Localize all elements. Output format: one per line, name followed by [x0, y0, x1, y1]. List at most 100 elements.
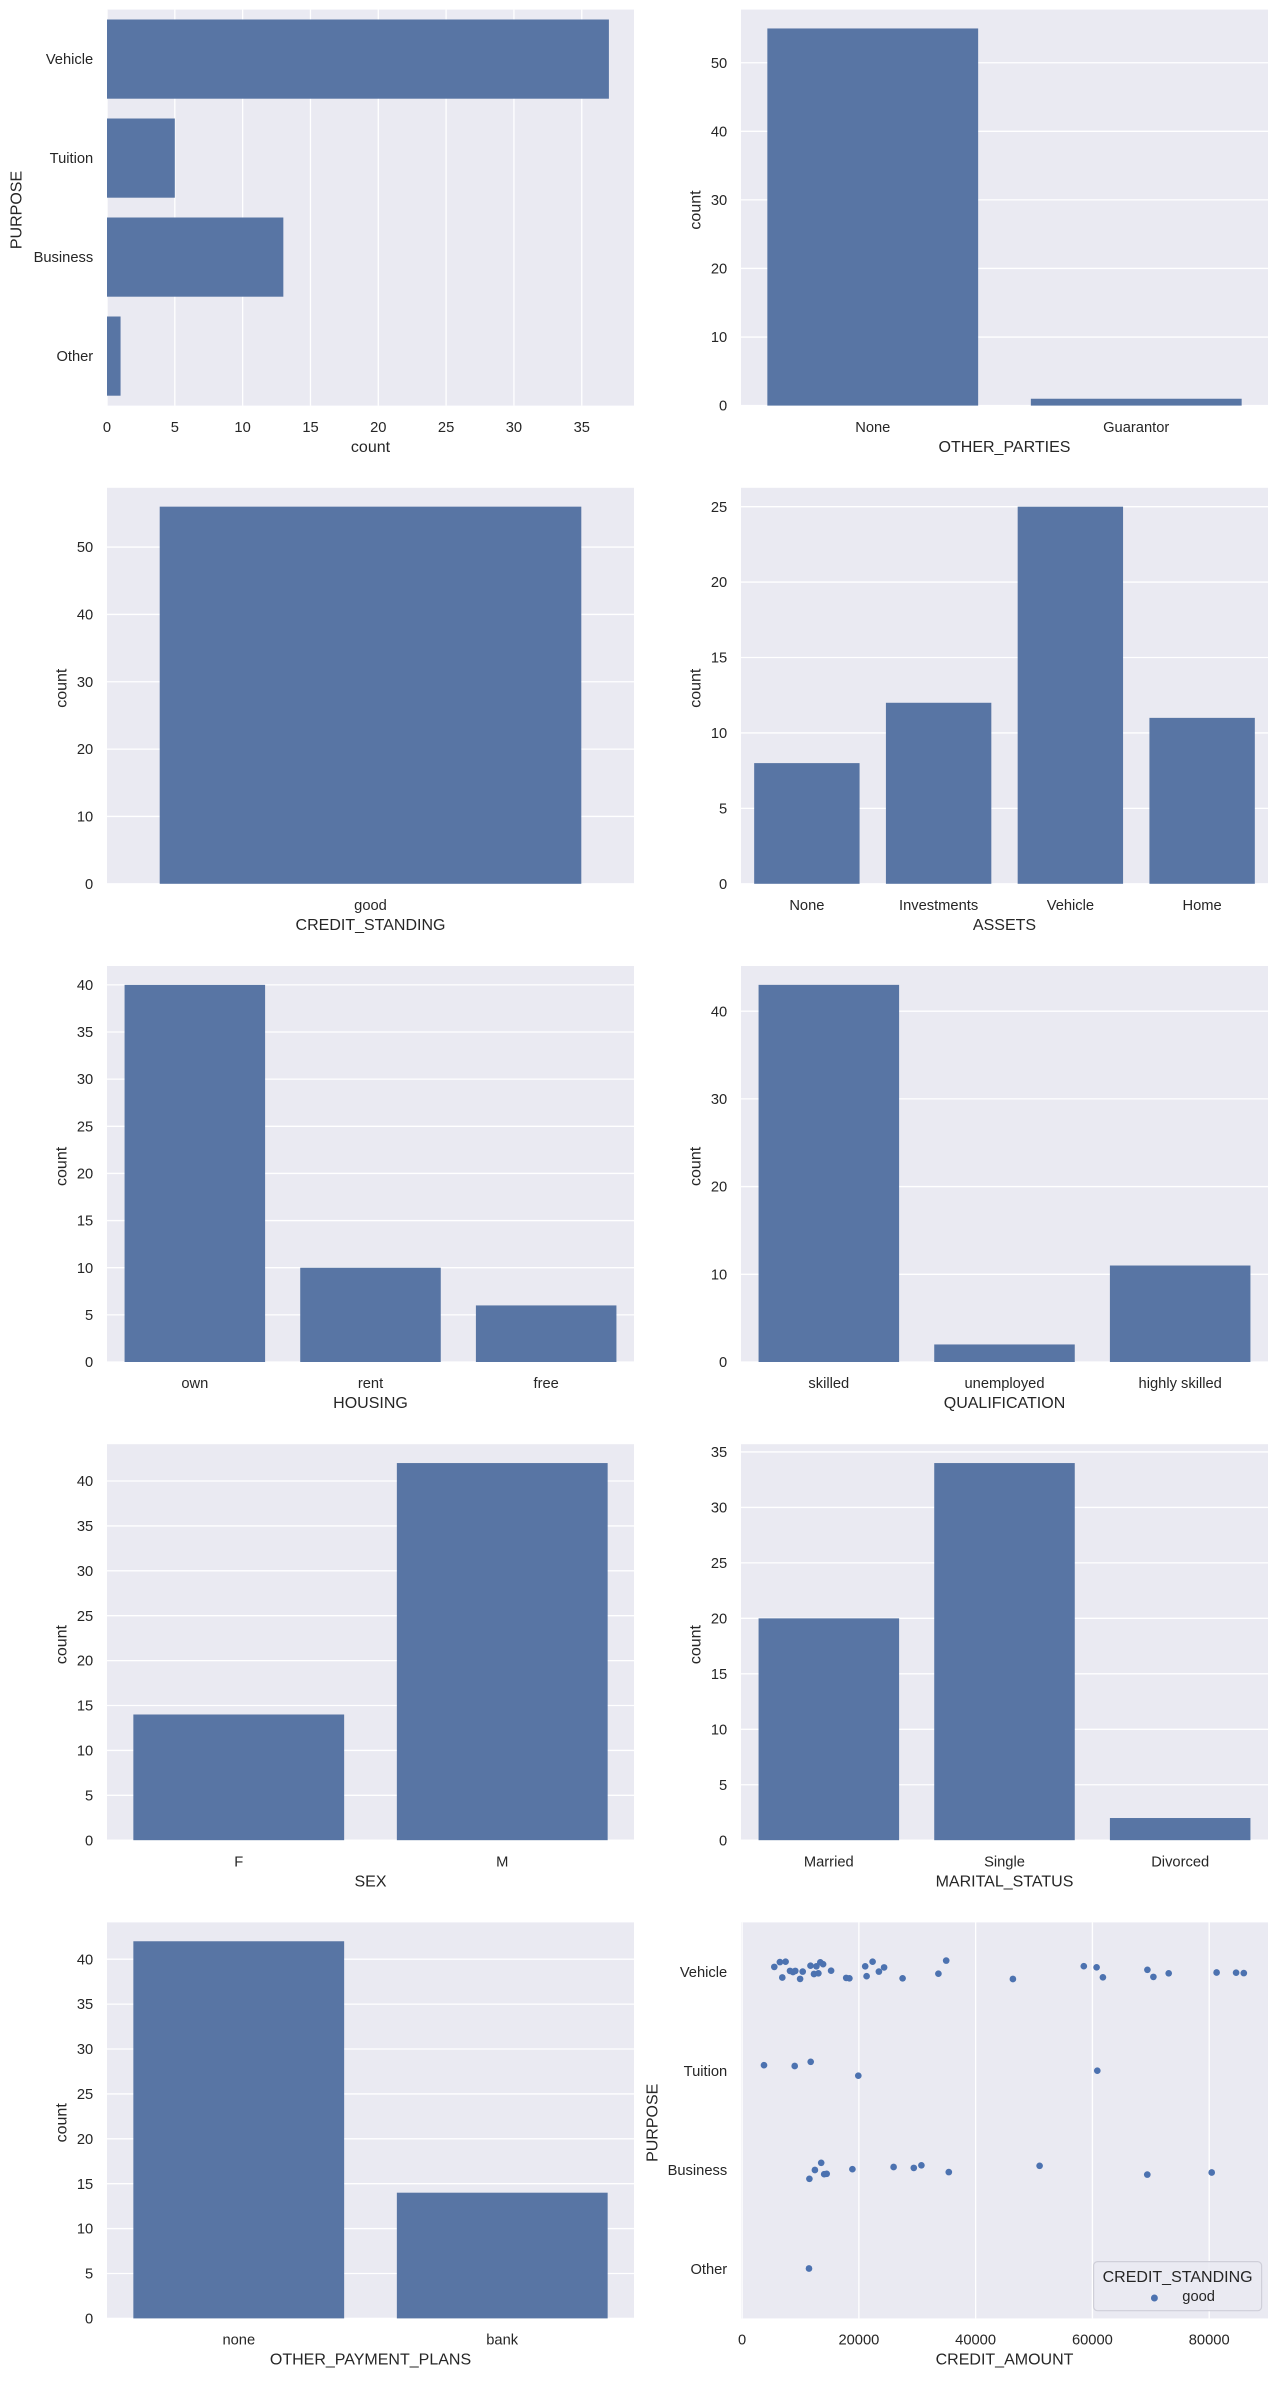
svg-text:5: 5 — [719, 1778, 727, 1794]
svg-text:10: 10 — [77, 1744, 93, 1760]
svg-text:15: 15 — [711, 651, 727, 667]
svg-text:CREDIT_STANDING: CREDIT_STANDING — [296, 917, 446, 934]
svg-text:count: count — [688, 668, 705, 708]
svg-text:unemployed: unemployed — [964, 1376, 1044, 1392]
svg-text:None: None — [855, 420, 890, 436]
svg-text:10: 10 — [711, 726, 727, 742]
svg-text:5: 5 — [85, 1308, 93, 1324]
svg-text:10: 10 — [77, 2222, 93, 2238]
svg-text:15: 15 — [77, 2177, 93, 2193]
svg-text:50: 50 — [77, 540, 93, 556]
svg-text:15: 15 — [711, 1667, 727, 1683]
svg-text:Vehicle: Vehicle — [46, 52, 93, 68]
svg-text:bank: bank — [486, 2333, 519, 2349]
svg-text:5: 5 — [85, 2267, 93, 2283]
svg-text:25: 25 — [77, 2087, 93, 2103]
svg-text:20: 20 — [711, 262, 727, 278]
svg-text:count: count — [688, 190, 705, 230]
svg-text:10: 10 — [77, 810, 93, 826]
svg-text:0: 0 — [85, 877, 93, 893]
svg-text:35: 35 — [77, 1997, 93, 2013]
svg-text:5: 5 — [85, 1788, 93, 1804]
svg-text:20000: 20000 — [838, 2333, 879, 2349]
svg-text:None: None — [789, 898, 824, 914]
svg-text:OTHER_PAYMENT_PLANS: OTHER_PAYMENT_PLANS — [270, 2352, 471, 2369]
svg-text:10: 10 — [711, 330, 727, 346]
svg-text:0: 0 — [719, 1833, 727, 1849]
svg-text:highly skilled: highly skilled — [1139, 1376, 1222, 1392]
svg-text:10: 10 — [77, 1261, 93, 1277]
svg-text:0: 0 — [85, 2312, 93, 2328]
svg-text:15: 15 — [77, 1214, 93, 1230]
svg-text:none: none — [222, 2333, 255, 2349]
svg-text:0: 0 — [719, 399, 727, 415]
svg-text:30: 30 — [77, 1072, 93, 1088]
svg-text:25: 25 — [77, 1609, 93, 1625]
svg-text:skilled: skilled — [808, 1376, 849, 1392]
svg-text:20: 20 — [77, 2132, 93, 2148]
svg-text:good: good — [354, 898, 387, 914]
svg-text:0: 0 — [103, 420, 111, 436]
svg-text:25: 25 — [711, 500, 727, 516]
svg-text:35: 35 — [77, 1025, 93, 1041]
svg-text:Investments: Investments — [899, 898, 978, 914]
svg-text:count: count — [54, 1624, 71, 1664]
svg-text:QUALIFICATION: QUALIFICATION — [944, 1395, 1066, 1412]
svg-text:40: 40 — [77, 978, 93, 994]
svg-text:0: 0 — [738, 2333, 746, 2349]
svg-text:5: 5 — [171, 420, 179, 436]
svg-text:15: 15 — [77, 1699, 93, 1715]
svg-text:Other: Other — [690, 2262, 727, 2278]
svg-text:30: 30 — [711, 1501, 727, 1517]
svg-text:30: 30 — [77, 675, 93, 691]
svg-text:0: 0 — [85, 1355, 93, 1371]
svg-text:count: count — [688, 1146, 705, 1186]
svg-text:40000: 40000 — [955, 2333, 996, 2349]
svg-text:25: 25 — [438, 420, 454, 436]
svg-text:OTHER_PARTIES: OTHER_PARTIES — [939, 439, 1071, 456]
svg-text:ASSETS: ASSETS — [973, 917, 1036, 934]
svg-text:25: 25 — [77, 1119, 93, 1135]
svg-text:0: 0 — [719, 1355, 727, 1371]
svg-text:Vehicle: Vehicle — [680, 1965, 727, 1981]
svg-text:Vehicle: Vehicle — [1047, 898, 1094, 914]
svg-text:good: good — [1182, 2289, 1215, 2305]
svg-text:own: own — [181, 1376, 208, 1392]
svg-text:PURPOSE: PURPOSE — [645, 2084, 662, 2162]
svg-text:40: 40 — [711, 124, 727, 140]
svg-text:15: 15 — [302, 420, 318, 436]
svg-text:count: count — [54, 2103, 71, 2143]
svg-text:Tuition: Tuition — [50, 151, 94, 167]
svg-text:0: 0 — [719, 877, 727, 893]
svg-text:40: 40 — [77, 608, 93, 624]
svg-text:35: 35 — [711, 1445, 727, 1461]
svg-text:PURPOSE: PURPOSE — [9, 171, 26, 249]
svg-text:30: 30 — [77, 1564, 93, 1580]
svg-text:Home: Home — [1183, 898, 1222, 914]
svg-text:Business: Business — [34, 250, 94, 266]
svg-text:80000: 80000 — [1189, 2333, 1230, 2349]
svg-text:M: M — [496, 1854, 508, 1870]
svg-text:SEX: SEX — [354, 1873, 386, 1890]
svg-text:free: free — [534, 1376, 559, 1392]
svg-text:20: 20 — [77, 742, 93, 758]
svg-text:30: 30 — [711, 1092, 727, 1108]
svg-text:CREDIT_AMOUNT: CREDIT_AMOUNT — [936, 2352, 1074, 2369]
svg-text:25: 25 — [711, 1556, 727, 1572]
svg-text:rent: rent — [358, 1376, 383, 1392]
svg-text:60000: 60000 — [1072, 2333, 1113, 2349]
svg-text:count: count — [351, 439, 391, 456]
svg-text:20: 20 — [370, 420, 386, 436]
svg-text:Other: Other — [56, 349, 93, 365]
svg-text:Divorced: Divorced — [1151, 1854, 1209, 1870]
svg-text:HOUSING: HOUSING — [333, 1395, 408, 1412]
svg-text:10: 10 — [711, 1267, 727, 1283]
svg-text:count: count — [688, 1624, 705, 1664]
svg-text:count: count — [54, 1146, 71, 1186]
svg-text:Married: Married — [804, 1854, 854, 1870]
svg-text:10: 10 — [711, 1722, 727, 1738]
svg-text:30: 30 — [77, 2042, 93, 2058]
svg-text:30: 30 — [506, 420, 522, 436]
svg-text:40: 40 — [711, 1004, 727, 1020]
svg-text:CREDIT_STANDING: CREDIT_STANDING — [1103, 2269, 1253, 2286]
